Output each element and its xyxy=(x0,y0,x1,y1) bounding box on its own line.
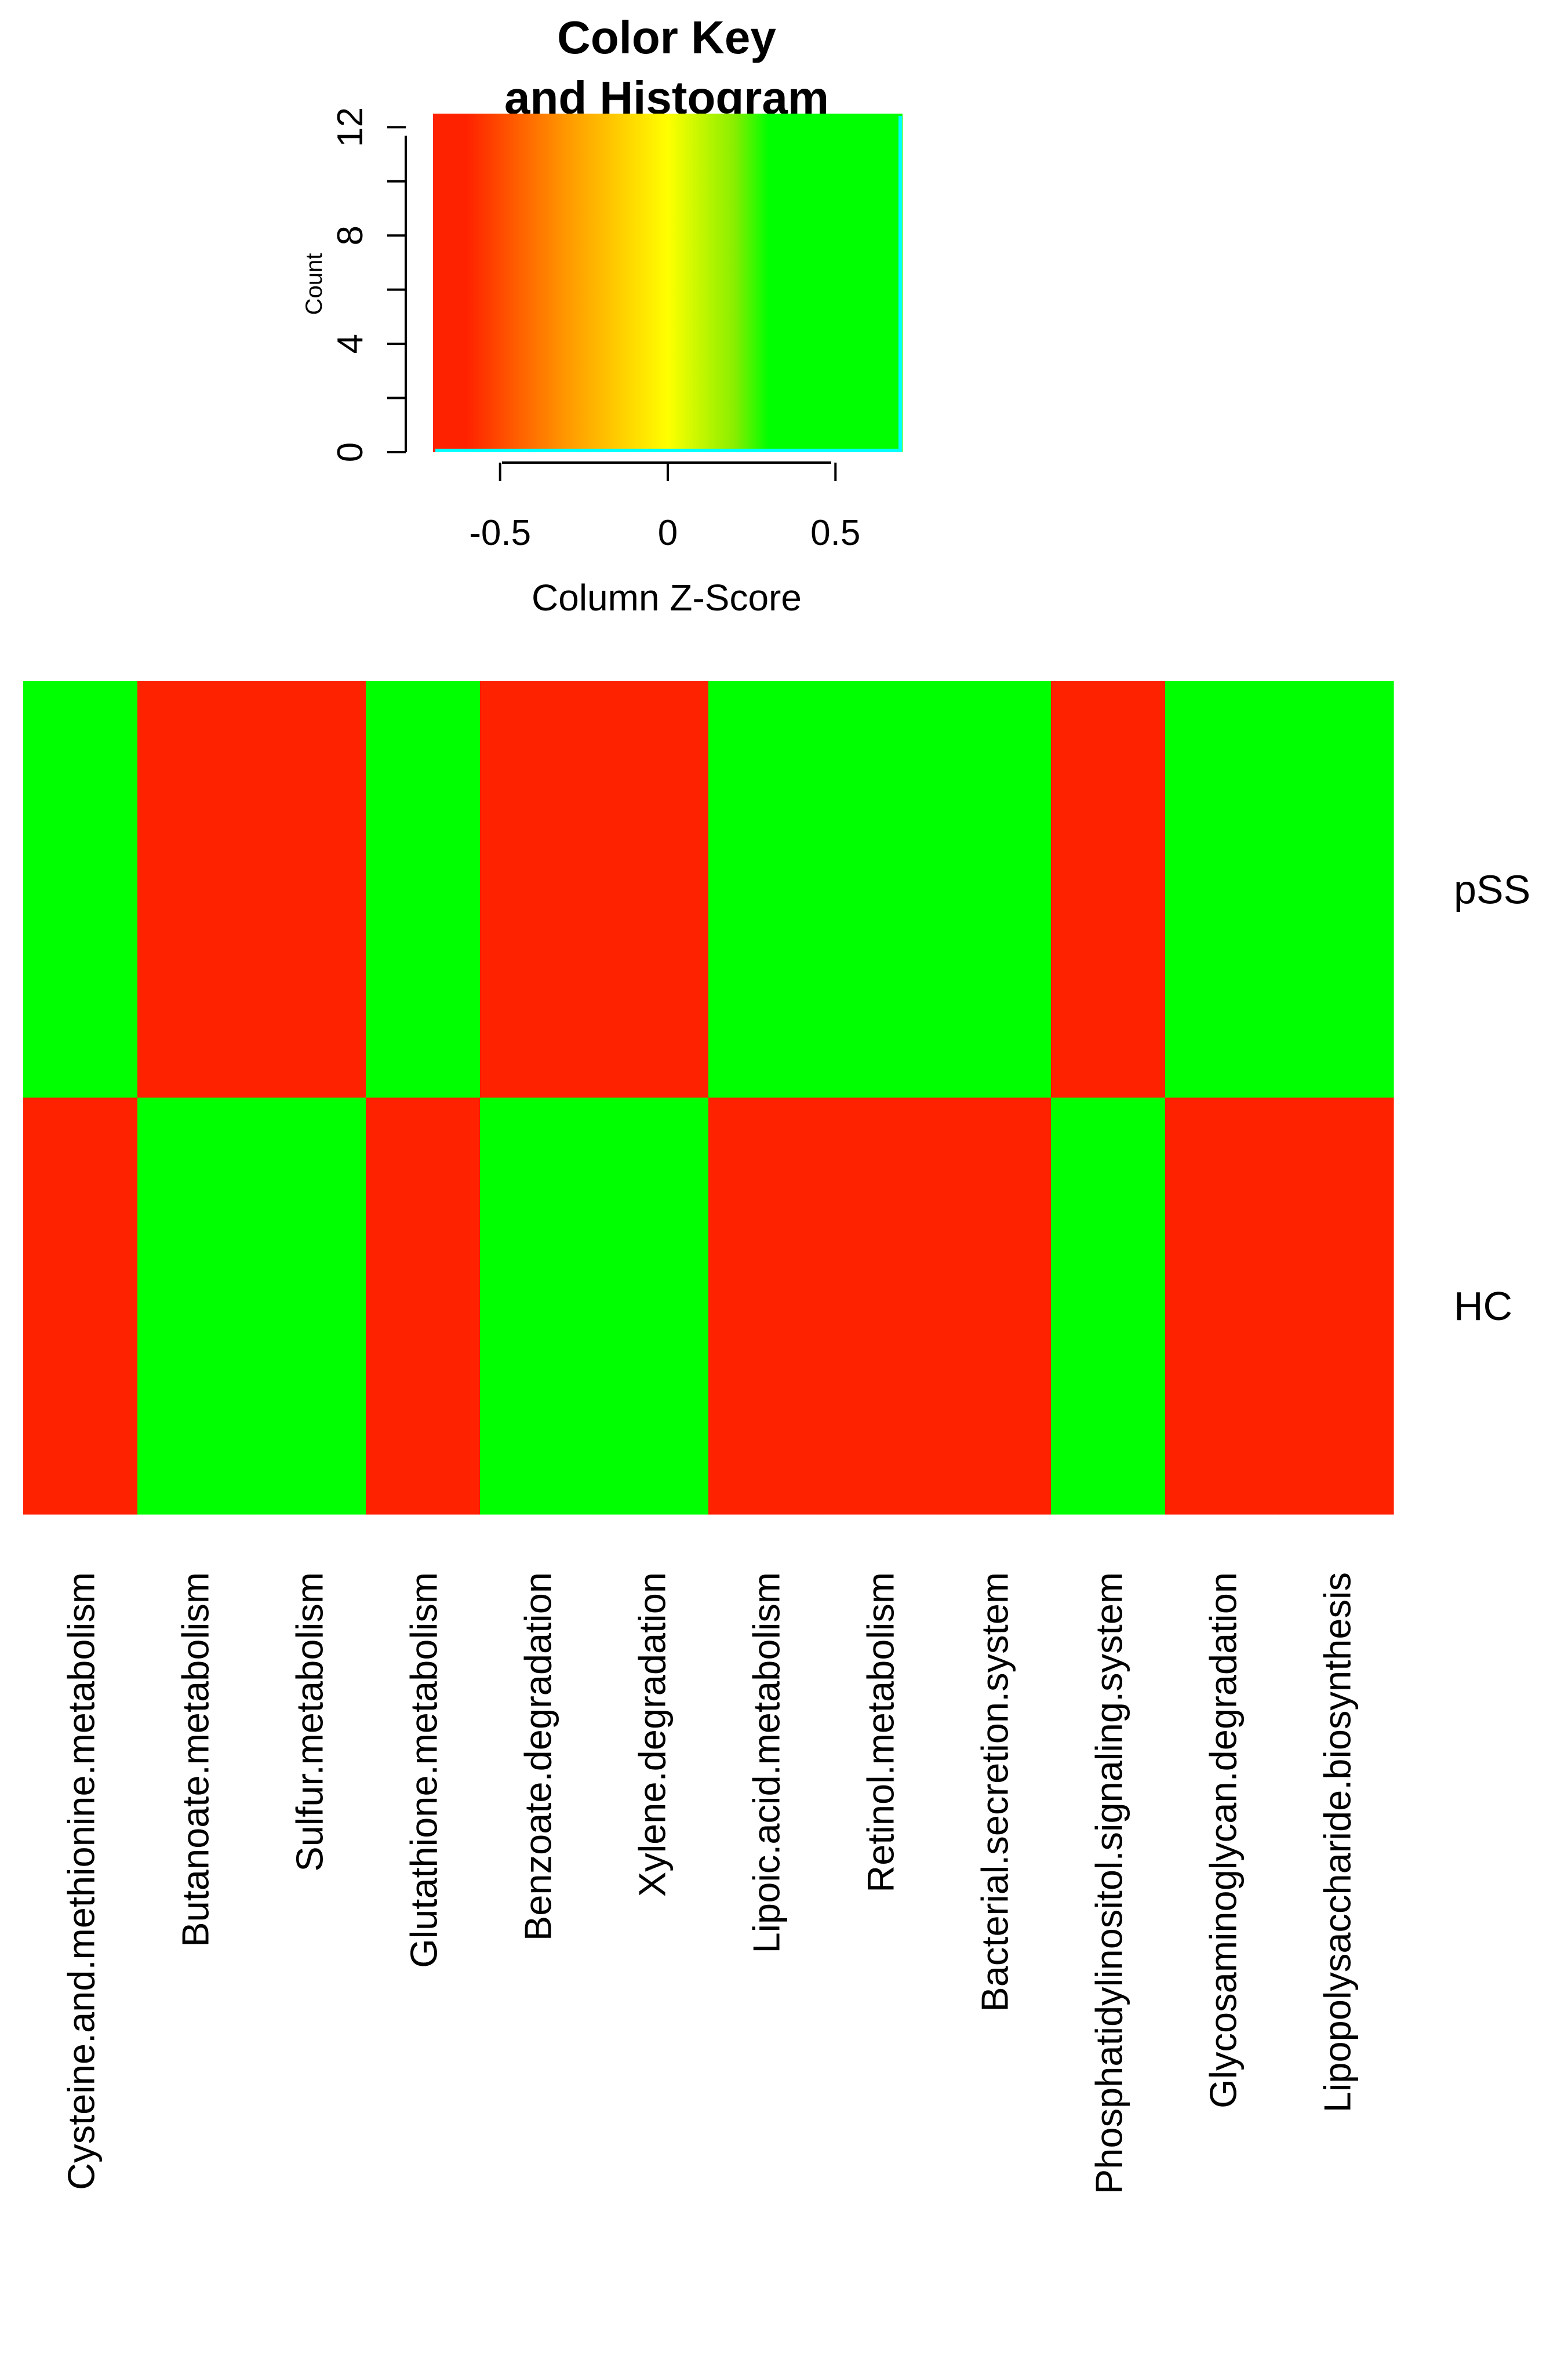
heatmap-cell xyxy=(480,1097,595,1515)
heatmap-column-label: Butanoate.metabolism xyxy=(174,1572,217,1947)
color-key-x-ticks: -0.5 0 0.5 xyxy=(469,463,860,553)
heatmap-cell xyxy=(594,1097,709,1515)
heatmap-row-label: HC xyxy=(1454,1283,1512,1329)
heatmap-cell xyxy=(23,681,138,1099)
heatmap-cell xyxy=(823,681,937,1099)
heatmap-cell xyxy=(1279,1097,1394,1515)
heatmap-cell xyxy=(823,1097,937,1515)
color-key-x-axis-title: Column Z-Score xyxy=(532,577,802,619)
heatmap-cell xyxy=(23,1097,138,1515)
heatmap-cell xyxy=(594,681,709,1099)
heatmap-cell xyxy=(137,681,252,1099)
heatmap-cell xyxy=(1051,1097,1166,1515)
heatmap-cell xyxy=(1165,681,1280,1099)
heatmap-column-label: Glutathione.metabolism xyxy=(403,1572,445,1968)
heatmap-cell xyxy=(937,681,1052,1099)
color-key-x-tick-label: 0.5 xyxy=(810,513,860,553)
heatmap-cell xyxy=(252,1097,366,1515)
heatmap-cell xyxy=(1051,681,1166,1099)
color-key-y-tick-label: 8 xyxy=(330,226,370,245)
heatmap-cell xyxy=(480,681,595,1099)
color-key-x-tick-label: 0 xyxy=(658,513,678,553)
heatmap-column-label: Glycosaminoglycan.degradation xyxy=(1202,1572,1245,2108)
color-key-y-tick-label: 12 xyxy=(330,107,370,147)
heatmap-cell xyxy=(1165,1097,1280,1515)
heatmap-cell xyxy=(1279,681,1394,1099)
heatmap-column-label: Retinol.metabolism xyxy=(860,1572,902,1893)
heatmap-row-label: pSS xyxy=(1454,867,1530,912)
color-key-title-line-1: Color Key xyxy=(557,12,776,63)
heatmap-column-label: Cysteine.and.methionine.metabolism xyxy=(60,1572,103,2190)
heatmap-column-label: Xylene.degradation xyxy=(631,1572,674,1897)
heatmap-column-label: Benzoate.degradation xyxy=(517,1572,559,1941)
heatmap-column-label: Sulfur.metabolism xyxy=(289,1572,331,1872)
heatmap-column-label: Bacterial.secretion.system xyxy=(974,1572,1016,2012)
color-key-x-tick-label: -0.5 xyxy=(469,513,531,553)
color-key-y-tick-label: 0 xyxy=(330,442,370,462)
color-key-y-tick-label: 4 xyxy=(330,334,370,354)
heatmap-cell xyxy=(937,1097,1052,1515)
heatmap-cell xyxy=(137,1097,252,1515)
color-key-y-ticks: 0 4 8 12 xyxy=(330,107,406,462)
heatmap-column-label: Lipoic.acid.metabolism xyxy=(745,1572,788,1954)
color-key-histogram-line xyxy=(435,116,902,452)
heatmap-column-label: Lipopolysaccharide.biosynthesis xyxy=(1316,1572,1359,2112)
color-key-y-axis-title: Count xyxy=(301,253,327,315)
heatmap-cell xyxy=(708,1097,823,1515)
color-key-gradient xyxy=(433,114,903,452)
heatmap-cell xyxy=(252,681,366,1099)
heatmap-cell xyxy=(708,681,823,1099)
heatmap-row-labels: pSS HC xyxy=(1454,867,1530,1329)
heatmap-cells xyxy=(23,681,1394,1515)
heatmap-column-label: Phosphatidylinositol.signaling.system xyxy=(1088,1572,1130,2194)
heatmap-cell xyxy=(366,1097,481,1515)
heatmap-cell xyxy=(366,681,481,1099)
heatmap-column-labels: Cysteine.and.methionine.metabolism Butano… xyxy=(60,1572,1359,2194)
